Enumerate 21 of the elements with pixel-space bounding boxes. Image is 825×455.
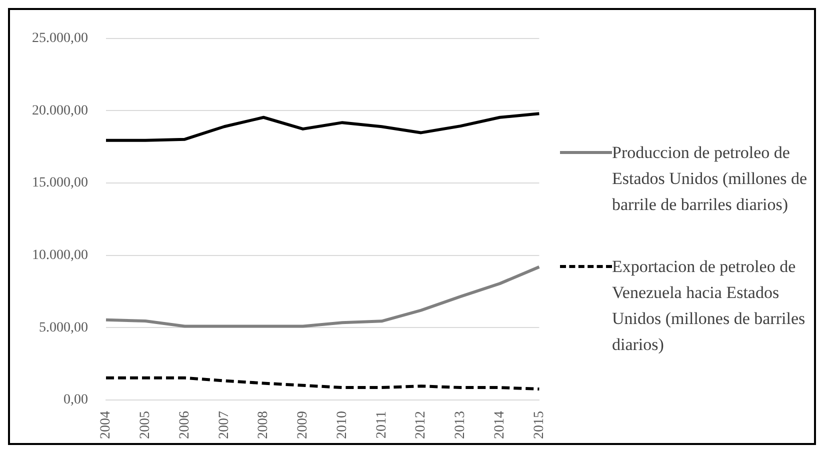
line-series xyxy=(104,376,541,391)
y-tick-label: 20.000,00 xyxy=(32,103,88,118)
x-tick-label: 2007 xyxy=(216,411,232,439)
x-tick-label: 2004 xyxy=(98,411,114,439)
x-tick-label: 2011 xyxy=(374,411,390,438)
y-tick-label: 0,00 xyxy=(64,392,88,408)
legend-label: Exportacion de petroleo de Venezuela hacia Estados Unidos (millones de barriles diarios) xyxy=(612,256,806,356)
x-tick-label: 2010 xyxy=(334,411,350,439)
x-tick-label: 2008 xyxy=(256,411,272,439)
x-tick-label: 2015 xyxy=(532,411,547,439)
x-tick-label: 2005 xyxy=(138,411,154,439)
y-tick-label: 10.000,00 xyxy=(32,248,88,264)
x-tick-label: 2013 xyxy=(453,411,468,439)
x-tick-label: 2009 xyxy=(296,411,311,439)
legend-label: Produccion de petroleo de Estados Unidos (millones de barrile de barriles diarios) xyxy=(612,142,808,216)
x-tick-label: 2006 xyxy=(177,411,192,439)
x-tick-label: 2014 xyxy=(492,411,508,439)
y-tick-label: 25.000,00 xyxy=(32,31,88,46)
x-tick-label: 2012 xyxy=(414,411,429,439)
y-tick-label: 15.000,00 xyxy=(32,176,88,191)
y-tick-label: 5.000,00 xyxy=(39,320,88,336)
